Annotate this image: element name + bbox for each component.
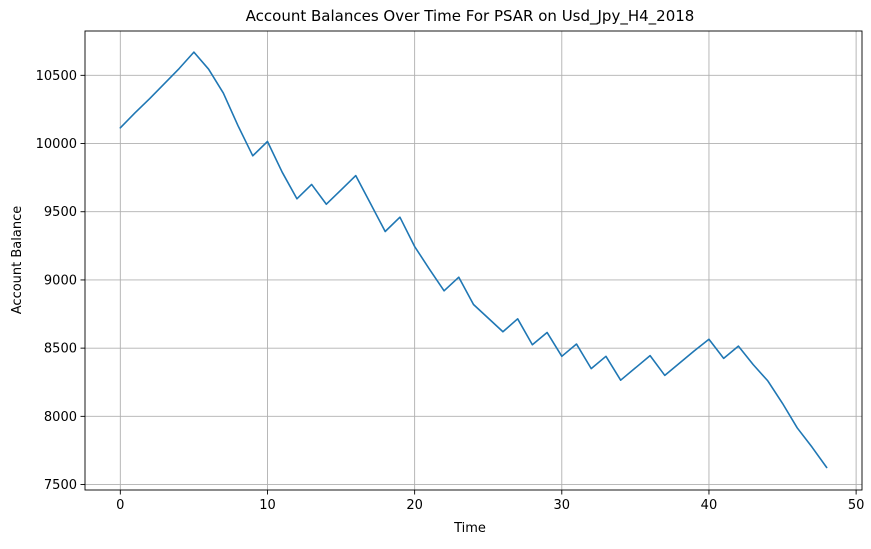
x-axis-label: Time (453, 521, 486, 536)
y-tick-label: 10500 (36, 69, 77, 84)
y-tick-label: 7500 (44, 478, 77, 493)
y-axis-label: Account Balance (10, 206, 25, 314)
series-layer (119, 51, 828, 469)
x-tick-label: 50 (848, 498, 865, 513)
y-axis: 7500 8000 8500 9000 9500 10000 10500 (36, 69, 85, 493)
x-tick-label: 40 (701, 498, 718, 513)
grid-lines (85, 31, 862, 490)
x-tick-label: 20 (406, 498, 423, 513)
y-tick-label: 8000 (44, 410, 77, 425)
chart-title: Account Balances Over Time For PSAR on U… (246, 7, 695, 26)
y-tick-label: 9500 (44, 205, 77, 220)
y-tick-label: 9000 (44, 273, 77, 288)
x-tick-label: 10 (259, 498, 276, 513)
x-axis: 0 10 20 30 40 50 (116, 490, 864, 513)
plot-frame (84, 30, 863, 491)
x-tick-label: 30 (554, 498, 571, 513)
y-tick-label: 8500 (44, 342, 77, 357)
series-line (119, 51, 828, 469)
x-tick-label: 0 (116, 498, 124, 513)
y-tick-label: 10000 (36, 137, 77, 152)
